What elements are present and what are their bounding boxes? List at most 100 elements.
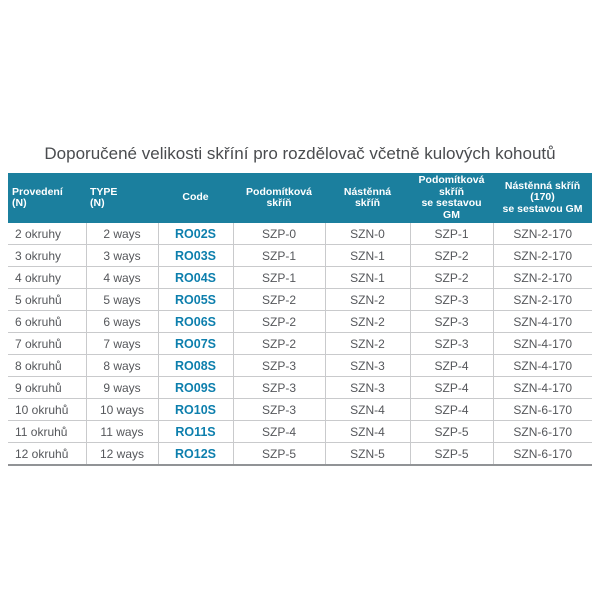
- cell: SZP-2: [409, 244, 493, 267]
- code-cell: RO05S: [157, 288, 233, 311]
- cell: 10 okruhů: [8, 398, 86, 421]
- column-header-1: Provedení (N): [8, 173, 86, 223]
- cell: SZP-5: [232, 442, 325, 466]
- cell: SZN-2-170: [492, 223, 592, 245]
- code-cell: RO11S: [157, 420, 233, 443]
- cell: 5 ways: [85, 288, 158, 311]
- code-cell: RO12S: [157, 442, 233, 466]
- cabinet-sizes-table: Provedení (N) TYPE (N) Code Podomítková skříň N…: [8, 173, 592, 466]
- cell: 11 okruhů: [8, 420, 86, 443]
- cell: 10 ways: [85, 398, 158, 421]
- cell: SZN-4: [324, 398, 410, 421]
- cell: SZN-4-170: [492, 332, 592, 355]
- code-cell: RO03S: [157, 244, 233, 267]
- cell: 8 okruhů: [8, 354, 86, 377]
- table-row: 6 okruhů 6 ways RO06S SZP-2 SZN-2 SZP-3 SZN-4-…: [8, 310, 592, 333]
- cell: SZN-3: [324, 376, 410, 399]
- cell: 7 ways: [85, 332, 158, 355]
- cell: SZN-4: [324, 420, 410, 443]
- column-header-3: Code: [158, 173, 233, 223]
- cell: 7 okruhů: [8, 332, 86, 355]
- cell: SZP-3: [409, 288, 493, 311]
- code-cell: RO10S: [157, 398, 233, 421]
- cell: SZP-3: [409, 332, 493, 355]
- cell: SZN-3: [324, 354, 410, 377]
- table-row: 11 okruhů 11 ways RO11S SZP-4 SZN-4 SZP-5 SZN-…: [8, 420, 592, 443]
- cell: SZN-2-170: [492, 288, 592, 311]
- cell: SZN-0: [324, 223, 410, 245]
- cell: SZN-1: [324, 266, 410, 289]
- cell: SZP-2: [232, 310, 325, 333]
- page-title: Doporučené velikosti skříní pro rozdělov…: [44, 144, 556, 163]
- cell: SZP-2: [409, 266, 493, 289]
- cell: SZP-3: [232, 376, 325, 399]
- cell: SZN-2-170: [492, 266, 592, 289]
- cell: 4 okruhy: [8, 266, 86, 289]
- column-header-7: Nástěnná skříň (170) se sestavou GM: [493, 173, 592, 223]
- cell: 2 ways: [85, 223, 158, 245]
- table-row: 4 okruhy 4 ways RO04S SZP-1 SZN-1 SZP-2 SZN-2-…: [8, 266, 592, 289]
- cell: SZN-4-170: [492, 376, 592, 399]
- cell: SZP-2: [232, 332, 325, 355]
- cell: SZP-3: [409, 310, 493, 333]
- cell: SZN-6-170: [492, 442, 592, 466]
- cell: SZN-2: [324, 288, 410, 311]
- cell: 12 ways: [85, 442, 158, 466]
- code-cell: RO02S: [157, 223, 233, 245]
- cell: 2 okruhy: [8, 223, 86, 245]
- column-header-5: Nástěnná skříň: [325, 173, 410, 223]
- cell: SZP-4: [409, 376, 493, 399]
- cell: SZP-4: [409, 398, 493, 421]
- table-row: 12 okruhů 12 ways RO12S SZP-5 SZN-5 SZP-5 SZN-…: [8, 442, 592, 466]
- table-row: 5 okruhů 5 ways RO05S SZP-2 SZN-2 SZP-3 SZN-2-…: [8, 288, 592, 311]
- cell: 6 ways: [85, 310, 158, 333]
- cell: SZN-4-170: [492, 354, 592, 377]
- cell: 3 okruhy: [8, 244, 86, 267]
- cell: SZN-6-170: [492, 398, 592, 421]
- code-cell: RO07S: [157, 332, 233, 355]
- table-container: Provedení (N) TYPE (N) Code Podomítková skříň N…: [8, 173, 592, 466]
- cell: SZP-1: [232, 244, 325, 267]
- code-cell: RO04S: [157, 266, 233, 289]
- code-cell: RO06S: [157, 310, 233, 333]
- cell: 4 ways: [85, 266, 158, 289]
- cell: SZP-5: [409, 442, 493, 466]
- cell: 5 okruhů: [8, 288, 86, 311]
- table-row: 8 okruhů 8 ways RO08S SZP-3 SZN-3 SZP-4 SZN-4-…: [8, 354, 592, 377]
- table-header: Provedení (N) TYPE (N) Code Podomítková skříň N…: [8, 173, 592, 223]
- code-cell: RO09S: [157, 376, 233, 399]
- cell: SZN-5: [324, 442, 410, 466]
- header-row: Provedení (N) TYPE (N) Code Podomítková skříň N…: [8, 173, 592, 223]
- cell: SZP-3: [232, 398, 325, 421]
- cell: SZN-6-170: [492, 420, 592, 443]
- cell: SZP-1: [232, 266, 325, 289]
- table-row: 9 okruhů 9 ways RO09S SZP-3 SZN-3 SZP-4 SZN-4-…: [8, 376, 592, 399]
- cell: 6 okruhů: [8, 310, 86, 333]
- cell: 8 ways: [85, 354, 158, 377]
- cell: 9 okruhů: [8, 376, 86, 399]
- cell: SZN-2: [324, 310, 410, 333]
- cell: SZN-4-170: [492, 310, 592, 333]
- cell: SZP-3: [232, 354, 325, 377]
- table-row: 10 okruhů 10 ways RO10S SZP-3 SZN-4 SZP-4 SZN-…: [8, 398, 592, 421]
- code-cell: RO08S: [157, 354, 233, 377]
- table-row: 7 okruhů 7 ways RO07S SZP-2 SZN-2 SZP-3 SZN-4-…: [8, 332, 592, 355]
- cell: 11 ways: [85, 420, 158, 443]
- cell: SZP-4: [409, 354, 493, 377]
- table-body: 2 okruhy 2 ways RO02S SZP-0 SZN-0 SZP-1 SZN-2-…: [8, 223, 592, 466]
- cell: 12 okruhů: [8, 442, 86, 466]
- cell: SZN-2: [324, 332, 410, 355]
- column-header-4: Podomítková skříň: [233, 173, 325, 223]
- cell: SZN-2-170: [492, 244, 592, 267]
- cell: 3 ways: [85, 244, 158, 267]
- cell: SZN-1: [324, 244, 410, 267]
- cell: SZP-2: [232, 288, 325, 311]
- cell: SZP-1: [409, 223, 493, 245]
- cell: SZP-5: [409, 420, 493, 443]
- cell: SZP-4: [232, 420, 325, 443]
- table-row: 2 okruhy 2 ways RO02S SZP-0 SZN-0 SZP-1 SZN-2-…: [8, 223, 592, 245]
- cell: 9 ways: [85, 376, 158, 399]
- table-row: 3 okruhy 3 ways RO03S SZP-1 SZN-1 SZP-2 SZN-2-…: [8, 244, 592, 267]
- column-header-2: TYPE (N): [86, 173, 158, 223]
